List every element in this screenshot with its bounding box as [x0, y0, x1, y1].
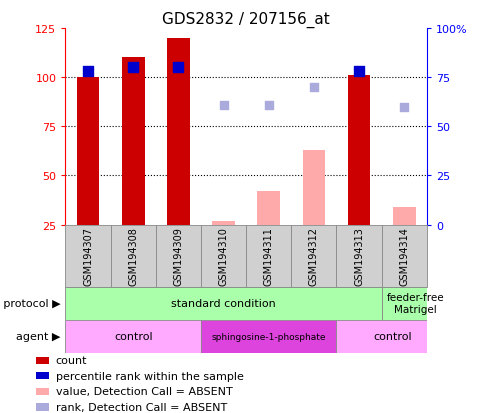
Bar	[381, 287, 449, 320]
Bar	[65, 320, 200, 353]
Title: GDS2832 / 207156_at: GDS2832 / 207156_at	[162, 12, 329, 28]
Text: standard condition: standard condition	[171, 299, 275, 309]
Text: percentile rank within the sample: percentile rank within the sample	[56, 371, 243, 381]
Point	[399, 104, 407, 111]
Text: GSM194311: GSM194311	[263, 227, 273, 286]
Bar	[336, 320, 449, 353]
Bar	[347, 76, 370, 225]
Bar	[121, 58, 144, 225]
Bar	[36, 372, 48, 380]
Bar	[167, 39, 189, 225]
Point	[84, 69, 92, 75]
Point	[129, 65, 137, 71]
Text: value, Detection Call = ABSENT: value, Detection Call = ABSENT	[56, 387, 232, 396]
Bar	[76, 78, 99, 225]
Point	[354, 69, 362, 75]
Bar	[212, 221, 234, 225]
Text: GSM194313: GSM194313	[353, 227, 363, 286]
Text: control: control	[373, 332, 411, 342]
Point	[309, 84, 317, 91]
Text: GSM194312: GSM194312	[308, 227, 318, 286]
Bar	[155, 225, 200, 287]
Bar	[392, 207, 415, 225]
Text: feeder-free
Matrigel: feeder-free Matrigel	[386, 293, 443, 314]
Bar	[336, 225, 381, 287]
Text: GSM194310: GSM194310	[218, 227, 228, 286]
Text: agent ▶: agent ▶	[16, 332, 60, 342]
Text: rank, Detection Call = ABSENT: rank, Detection Call = ABSENT	[56, 402, 227, 412]
Bar	[291, 225, 336, 287]
Point	[264, 102, 272, 109]
Text: count: count	[56, 355, 87, 365]
Text: sphingosine-1-phosphate: sphingosine-1-phosphate	[211, 332, 325, 341]
Bar	[110, 225, 155, 287]
Bar	[36, 404, 48, 411]
Text: control: control	[114, 332, 152, 342]
Text: GSM194314: GSM194314	[398, 227, 408, 286]
Text: growth protocol ▶: growth protocol ▶	[0, 299, 60, 309]
Point	[219, 102, 227, 109]
Text: GSM194309: GSM194309	[173, 227, 183, 286]
Bar	[65, 287, 381, 320]
Bar	[65, 225, 110, 287]
Text: GSM194308: GSM194308	[128, 227, 138, 286]
Bar	[200, 225, 245, 287]
Bar	[302, 150, 324, 225]
Point	[174, 65, 182, 71]
Bar	[381, 225, 426, 287]
Bar	[36, 357, 48, 364]
Text: GSM194307: GSM194307	[83, 227, 93, 286]
Bar	[257, 192, 279, 225]
Bar	[36, 388, 48, 395]
Bar	[245, 225, 291, 287]
Bar	[200, 320, 336, 353]
